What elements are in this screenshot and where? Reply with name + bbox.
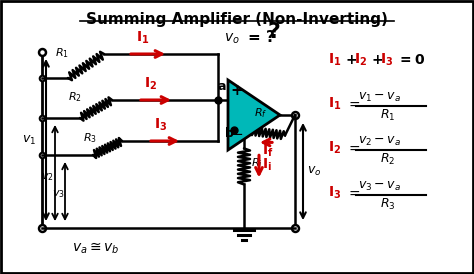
Text: $R_2$: $R_2$ <box>380 152 395 167</box>
Text: = ?: = ? <box>248 30 275 45</box>
Polygon shape <box>228 80 280 150</box>
Text: +: + <box>231 83 243 98</box>
Text: $\mathbf{I_f}$: $\mathbf{I_f}$ <box>262 142 273 159</box>
Text: $v_o$: $v_o$ <box>224 32 240 46</box>
Text: $\mathbf{I_1}$: $\mathbf{I_1}$ <box>136 30 149 46</box>
Text: $\mathbf{= 0}$: $\mathbf{= 0}$ <box>397 53 425 67</box>
Text: $R_i$: $R_i$ <box>251 156 263 170</box>
Text: $v_3$: $v_3$ <box>52 189 64 200</box>
Text: $\mathbf{I_2}$: $\mathbf{I_2}$ <box>328 140 341 156</box>
Text: $\mathbf{I_3}$: $\mathbf{I_3}$ <box>328 185 341 201</box>
Text: $\mathbf{+}$: $\mathbf{+}$ <box>371 53 383 67</box>
Text: $v_o$: $v_o$ <box>307 165 321 178</box>
Text: $R_1$: $R_1$ <box>55 46 69 60</box>
Text: $R_3$: $R_3$ <box>380 196 396 212</box>
Text: $\mathbf{I_i}$: $\mathbf{I_i}$ <box>262 156 272 173</box>
Text: $R_3$: $R_3$ <box>83 131 97 145</box>
Text: $=$: $=$ <box>346 97 361 111</box>
Text: $\mathbf{I_1}$: $\mathbf{I_1}$ <box>328 52 341 68</box>
Text: $v_1$: $v_1$ <box>22 133 36 147</box>
Text: $\mathbf{+}$: $\mathbf{+}$ <box>345 53 357 67</box>
Text: $\mathbf{I_2}$: $\mathbf{I_2}$ <box>144 76 157 92</box>
Text: $=$: $=$ <box>346 186 361 200</box>
Text: $\mathbf{I_2}$: $\mathbf{I_2}$ <box>354 52 367 68</box>
Text: ?: ? <box>268 22 281 42</box>
Text: $v_2$: $v_2$ <box>41 171 54 183</box>
Text: Summing Amplifier (Non-Inverting): Summing Amplifier (Non-Inverting) <box>86 12 388 27</box>
Text: b: b <box>225 127 234 140</box>
Text: $v_a \cong v_b$: $v_a \cong v_b$ <box>72 241 119 256</box>
Text: $\mathbf{I_1}$: $\mathbf{I_1}$ <box>328 96 341 112</box>
Text: $\mathbf{I_3}$: $\mathbf{I_3}$ <box>380 52 393 68</box>
Text: $v_3 - v_a$: $v_3 - v_a$ <box>358 179 401 193</box>
Text: $=$: $=$ <box>346 141 361 155</box>
Text: $R_2$: $R_2$ <box>68 90 82 104</box>
Text: $R_f$: $R_f$ <box>254 106 267 120</box>
Text: a: a <box>218 80 226 93</box>
Text: $R_1$: $R_1$ <box>380 107 395 122</box>
Text: $v_1 - v_a$: $v_1 - v_a$ <box>358 90 401 104</box>
Text: $v_2 - v_a$: $v_2 - v_a$ <box>358 135 401 148</box>
Text: $-$: $-$ <box>230 125 244 140</box>
Text: $\mathbf{I_3}$: $\mathbf{I_3}$ <box>154 117 167 133</box>
